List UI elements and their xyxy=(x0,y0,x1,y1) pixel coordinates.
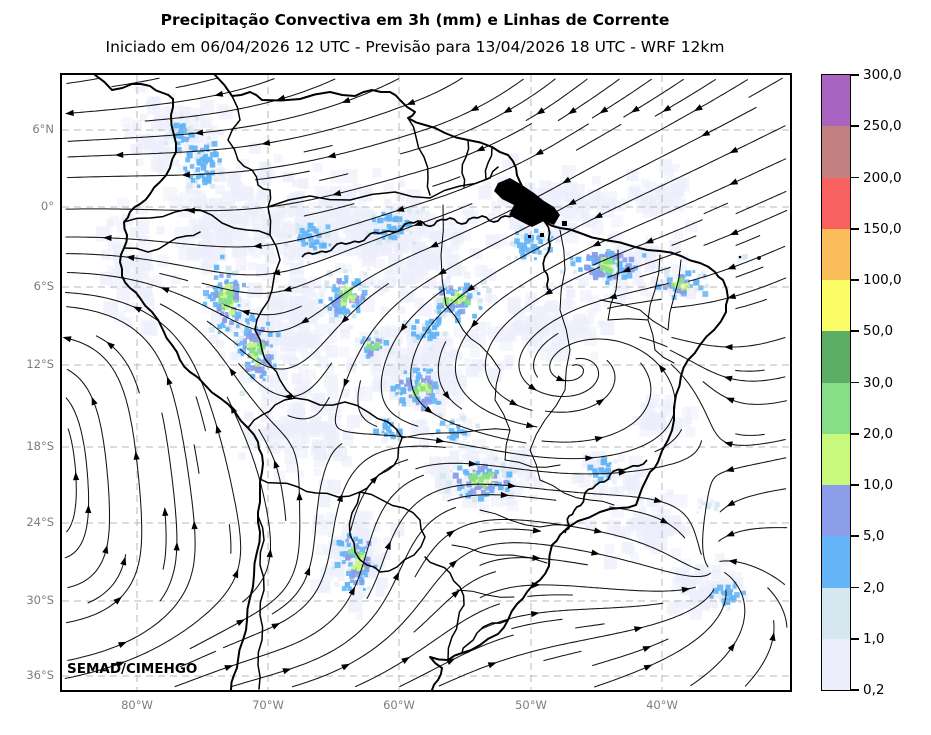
colorbar-segment xyxy=(822,331,850,383)
colorbar-tick-label: 30,0 xyxy=(863,374,894,391)
colorbar-tick xyxy=(850,432,859,435)
colorbar-segment xyxy=(822,280,850,332)
colorbar-tick xyxy=(850,279,859,281)
colorbar-segment xyxy=(822,75,850,127)
colorbar-segment xyxy=(822,638,850,690)
colorbar-tick-label: 100,0 xyxy=(863,272,902,288)
colorbar-tick-label: 5,0 xyxy=(863,528,885,545)
colorbar-tick xyxy=(850,689,859,691)
map-canvas xyxy=(62,75,790,690)
colorbar-tick-label: 200,0 xyxy=(863,169,902,186)
lat-tick-label: 6°S xyxy=(33,279,54,293)
lon-tick-label: 50°W xyxy=(515,698,547,712)
colorbar-tick-label: 20,0 xyxy=(863,425,894,442)
colorbar-tick-label: 0,2 xyxy=(863,682,885,698)
map-frame: SEMAD/CIMEHGO xyxy=(60,73,792,692)
colorbar-segment xyxy=(822,126,850,178)
colorbar-segment xyxy=(822,177,850,229)
colorbar-segment xyxy=(822,228,850,280)
colorbar-tick-label: 10,0 xyxy=(863,477,894,493)
colorbar-tick xyxy=(850,176,859,179)
lat-tick-label: 0° xyxy=(40,199,54,213)
lat-tick-label: 24°S xyxy=(26,515,54,529)
colorbar-tick xyxy=(850,330,859,333)
colorbar-segment xyxy=(822,485,850,537)
colorbar-tick-label: 150,0 xyxy=(863,220,902,237)
lon-tick-label: 60°W xyxy=(383,698,415,712)
colorbar-tick xyxy=(850,381,859,384)
colorbar-tick xyxy=(850,637,859,640)
colorbar-segment xyxy=(822,433,850,485)
colorbar-tick-label: 50,0 xyxy=(863,323,894,340)
colorbar-tick xyxy=(850,586,859,589)
lat-tick-label: 6°N xyxy=(32,122,54,136)
lon-tick-label: 40°W xyxy=(646,698,678,712)
colorbar-tick xyxy=(850,227,859,230)
colorbar-tick-label: 1,0 xyxy=(863,630,885,647)
colorbar-segment xyxy=(822,536,850,588)
lat-tick-label: 18°S xyxy=(26,439,54,453)
colorbar-tick-label: 300,0 xyxy=(863,67,902,83)
lon-tick-label: 80°W xyxy=(121,698,153,712)
colorbar-tick-label: 250,0 xyxy=(863,118,902,135)
colorbar-segment xyxy=(822,587,850,639)
colorbar-tick xyxy=(850,125,859,128)
lat-tick-label: 12°S xyxy=(26,357,54,371)
colorbar-tick-label: 2,0 xyxy=(863,579,885,596)
lon-tick-label: 70°W xyxy=(252,698,284,712)
colorbar-segment xyxy=(822,382,850,434)
figure-title: Precipitação Convectiva em 3h (mm) e Lin… xyxy=(160,11,670,29)
watermark: SEMAD/CIMEHGO xyxy=(67,661,198,677)
lat-tick-label: 36°S xyxy=(26,668,54,682)
colorbar-tick xyxy=(850,535,859,538)
colorbar-tick xyxy=(850,484,859,486)
lat-tick-label: 30°S xyxy=(26,593,54,607)
colorbar-tick xyxy=(850,74,859,76)
colorbar xyxy=(821,74,851,691)
figure-subtitle: Iniciado em 06/04/2026 12 UTC - Previsão… xyxy=(105,38,725,56)
